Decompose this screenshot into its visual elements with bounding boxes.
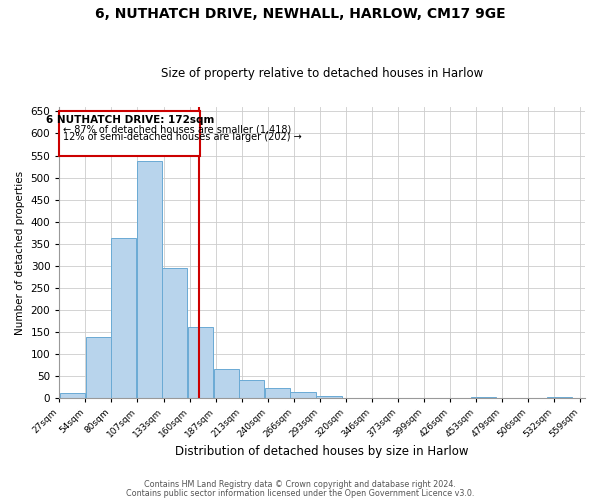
- Bar: [111, 238, 136, 398]
- Title: Size of property relative to detached houses in Harlow: Size of property relative to detached ho…: [161, 66, 483, 80]
- Bar: [239, 380, 265, 398]
- Bar: [162, 268, 187, 398]
- Bar: [290, 392, 316, 398]
- Text: Contains public sector information licensed under the Open Government Licence v3: Contains public sector information licen…: [126, 488, 474, 498]
- Bar: [214, 369, 239, 398]
- Bar: [265, 388, 290, 398]
- FancyBboxPatch shape: [59, 112, 200, 156]
- X-axis label: Distribution of detached houses by size in Harlow: Distribution of detached houses by size …: [175, 444, 469, 458]
- Text: 6 NUTHATCH DRIVE: 172sqm: 6 NUTHATCH DRIVE: 172sqm: [46, 114, 214, 124]
- Text: ← 87% of detached houses are smaller (1,418): ← 87% of detached houses are smaller (1,…: [63, 124, 292, 134]
- Bar: [188, 328, 213, 398]
- Y-axis label: Number of detached properties: Number of detached properties: [15, 170, 25, 334]
- Bar: [547, 397, 572, 398]
- Text: Contains HM Land Registry data © Crown copyright and database right 2024.: Contains HM Land Registry data © Crown c…: [144, 480, 456, 489]
- Bar: [470, 397, 496, 398]
- Bar: [137, 161, 162, 398]
- Bar: [316, 396, 341, 398]
- Text: 12% of semi-detached houses are larger (202) →: 12% of semi-detached houses are larger (…: [63, 132, 302, 142]
- Text: 6, NUTHATCH DRIVE, NEWHALL, HARLOW, CM17 9GE: 6, NUTHATCH DRIVE, NEWHALL, HARLOW, CM17…: [95, 8, 505, 22]
- Bar: [60, 394, 85, 398]
- Bar: [86, 338, 111, 398]
